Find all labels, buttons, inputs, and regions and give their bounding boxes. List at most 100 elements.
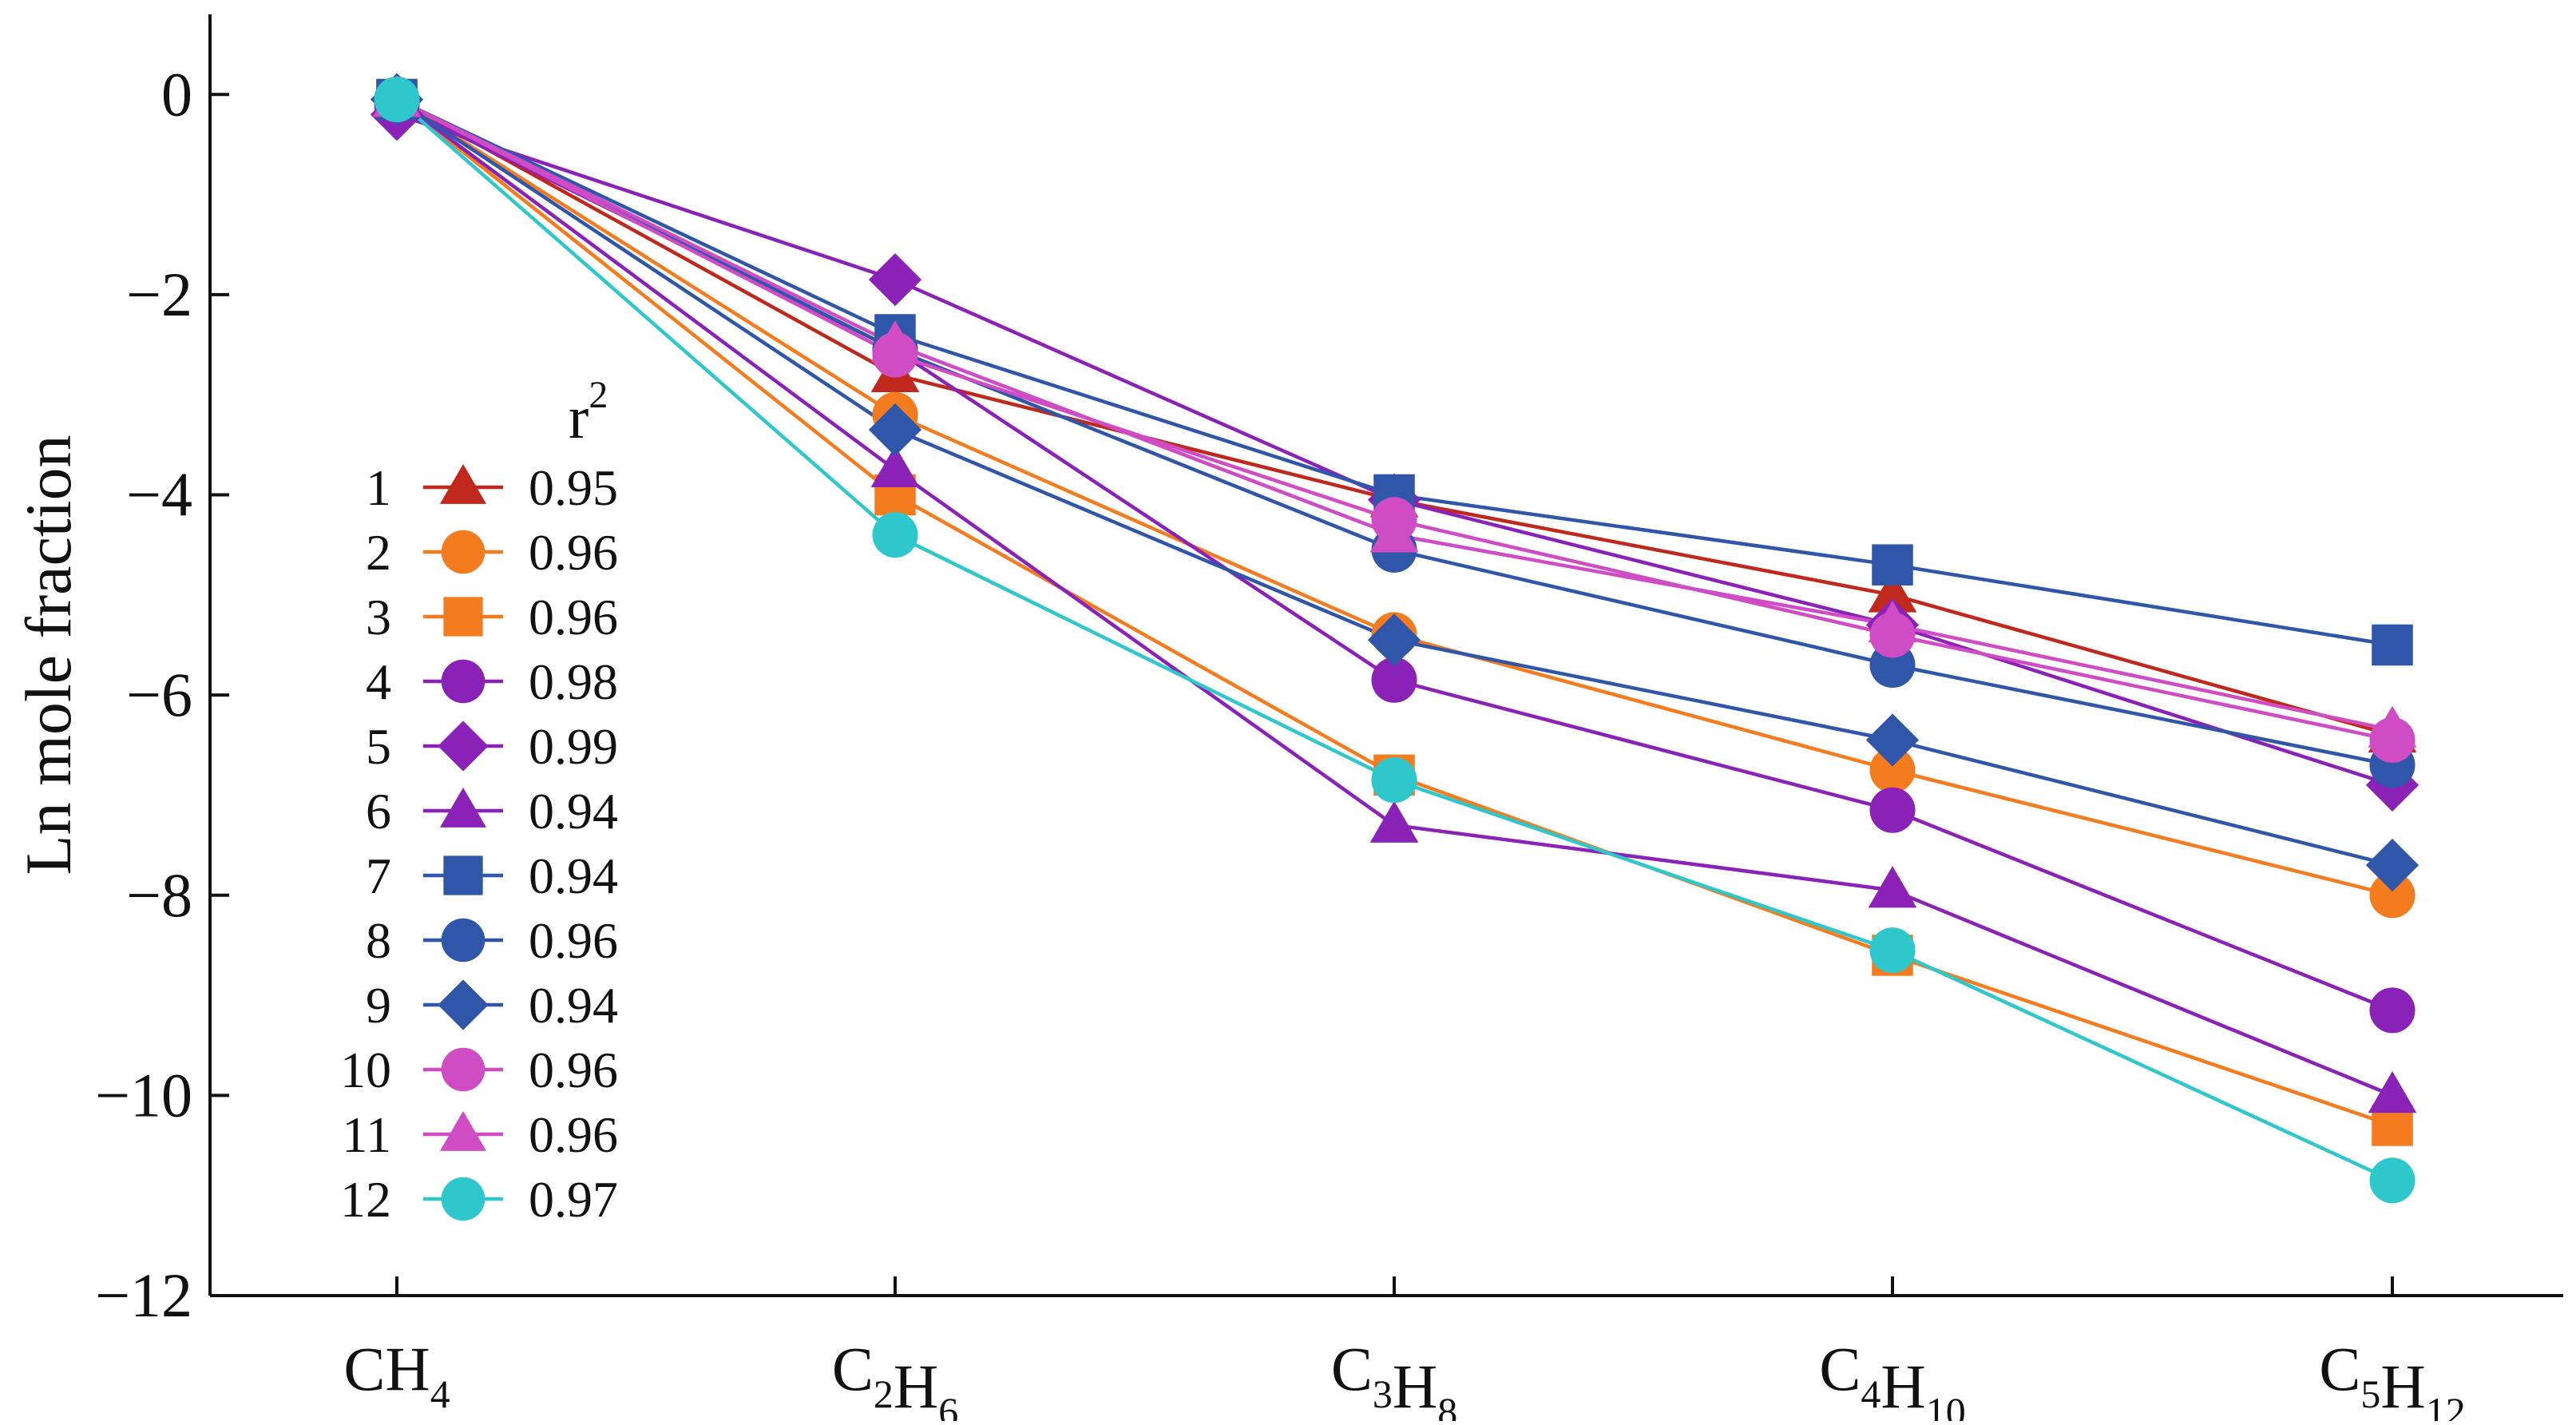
x-tick-label-subscript: 4 xyxy=(430,1371,450,1416)
data-point-series-11 xyxy=(870,320,920,363)
legend-r2-value: 0.96 xyxy=(529,524,618,581)
data-point-series-6 xyxy=(2368,1071,2417,1113)
data-point-series-2 xyxy=(1869,747,1916,793)
data-point-series-5 xyxy=(868,252,922,307)
legend-r2-value: 0.97 xyxy=(529,1171,618,1228)
legend-marker-6 xyxy=(439,787,487,828)
x-tick-label-element: H xyxy=(1393,1352,1437,1421)
data-point-series-9 xyxy=(1367,613,1421,667)
legend-series-name: 5 xyxy=(366,718,391,775)
legend-marker-1 xyxy=(439,463,487,504)
legend: r2 1 0.95 2 0.96 3 0.96 4 0.98 5 0.99 6 0.94 7 0.94 8 0.… xyxy=(340,374,618,1228)
y-tick-label: −6 xyxy=(126,660,192,729)
data-point-series-6 xyxy=(870,445,920,488)
legend-r2-value: 0.99 xyxy=(529,718,618,775)
data-point-series-4 xyxy=(2369,987,2415,1034)
data-point-series-11 xyxy=(1369,510,1419,553)
x-tick-label-element: C xyxy=(1819,1334,1861,1403)
legend-r2-value: 0.95 xyxy=(529,459,618,516)
legend-marker-4 xyxy=(441,659,485,704)
legend-marker-11 xyxy=(439,1110,487,1151)
legend-series-name: 2 xyxy=(366,524,391,581)
data-point-series-1 xyxy=(1868,570,1917,613)
x-tick-label-subscript: 10 xyxy=(1926,1389,1966,1421)
x-tick-label-subscript: 2 xyxy=(874,1371,894,1416)
x-tick-label: C4H10 xyxy=(1819,1334,1965,1421)
data-point-series-11 xyxy=(1868,601,1917,643)
x-tick-label-element: H xyxy=(894,1352,938,1421)
x-tick-label: C3H8 xyxy=(1331,1334,1457,1421)
legend-r2-value: 0.94 xyxy=(529,977,618,1034)
legend-title: r2 xyxy=(569,374,608,451)
legend-marker-3 xyxy=(443,597,483,637)
legend-series-name: 9 xyxy=(366,977,391,1034)
data-point-series-12 xyxy=(872,512,918,558)
data-point-series-12 xyxy=(1371,757,1417,804)
data-point-series-2 xyxy=(2369,872,2415,919)
data-point-series-6 xyxy=(1369,800,1419,843)
legend-r2-value: 0.98 xyxy=(529,653,618,710)
legend-marker-12 xyxy=(441,1177,485,1221)
x-tick-label-subscript: 4 xyxy=(1861,1371,1880,1416)
data-point-series-6 xyxy=(1868,866,1917,908)
x-tick-label-element: C xyxy=(832,1334,874,1403)
y-tick-label: −4 xyxy=(126,460,192,530)
y-tick-label: −8 xyxy=(126,860,192,930)
y-tick-label: −10 xyxy=(95,1060,192,1129)
x-tick-label-subscript: 6 xyxy=(938,1389,958,1421)
data-point-series-12 xyxy=(2369,1157,2415,1204)
data-point-series-4 xyxy=(1371,657,1417,703)
data-point-series-7 xyxy=(2372,624,2413,666)
legend-r2-value: 0.94 xyxy=(529,847,618,904)
legend-series-name: 7 xyxy=(366,847,391,904)
y-tick-label: −12 xyxy=(95,1260,192,1330)
x-tick-label: C5H12 xyxy=(2319,1334,2465,1421)
series-markers xyxy=(370,73,2419,1204)
legend-r2-value: 0.96 xyxy=(529,1042,618,1098)
legend-series-name: 8 xyxy=(366,912,391,969)
data-point-series-4 xyxy=(1869,787,1916,833)
y-tick-label: −2 xyxy=(126,260,192,329)
data-point-series-7 xyxy=(1872,544,1913,585)
y-tick-label: 0 xyxy=(161,59,192,129)
legend-r2-value: 0.94 xyxy=(529,783,618,840)
legend-series-name: 4 xyxy=(366,653,391,710)
legend-r2-value: 0.96 xyxy=(529,589,618,645)
legend-series-name: 11 xyxy=(342,1106,391,1163)
legend-marker-8 xyxy=(441,918,485,963)
legend-title-superscript: 2 xyxy=(589,374,608,416)
x-tick-label-subscript: 3 xyxy=(1373,1371,1393,1416)
legend-marker-5 xyxy=(438,720,489,772)
legend-series-name: 12 xyxy=(340,1171,391,1228)
legend-series-name: 3 xyxy=(366,589,391,645)
legend-marker-10 xyxy=(441,1047,485,1092)
x-tick-label: CH4 xyxy=(343,1334,450,1416)
data-point-series-9 xyxy=(1865,713,1920,767)
legend-r2-value: 0.96 xyxy=(529,912,618,969)
data-point-series-9 xyxy=(868,403,922,457)
x-tick-label-element: H xyxy=(385,1334,430,1403)
x-tick-label-subscript: 8 xyxy=(1437,1389,1457,1421)
x-tick-label-subscript: 5 xyxy=(2360,1371,2380,1416)
legend-marker-9 xyxy=(438,979,489,1030)
x-tick-label-subscript: 12 xyxy=(2426,1389,2466,1421)
x-tick-label-element: C xyxy=(1331,1334,1373,1403)
x-tick-label: C2H6 xyxy=(832,1334,958,1421)
legend-marker-7 xyxy=(443,855,483,895)
legend-series-name: 6 xyxy=(366,783,391,840)
x-tick-label-element: H xyxy=(1880,1352,1925,1421)
data-point-series-11 xyxy=(2368,705,2417,748)
x-tick-label-element: H xyxy=(2380,1352,2425,1421)
data-point-series-12 xyxy=(1869,927,1916,974)
data-point-series-9 xyxy=(2365,839,2419,892)
data-point-series-12 xyxy=(374,76,420,123)
legend-marker-2 xyxy=(441,530,485,574)
legend-series-name: 10 xyxy=(340,1042,391,1098)
y-axis-label: Ln mole fraction xyxy=(12,435,85,875)
x-tick-label-element: C xyxy=(343,1334,385,1403)
legend-series-name: 1 xyxy=(366,459,391,516)
x-tick-label-element: C xyxy=(2319,1334,2360,1403)
